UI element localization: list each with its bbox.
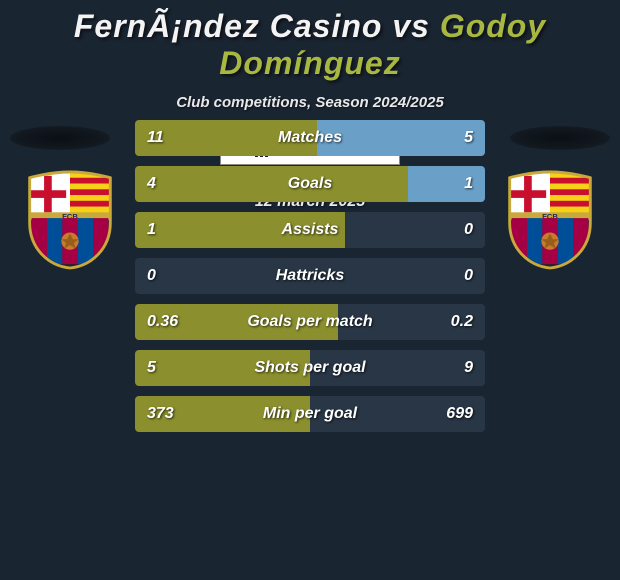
stat-label: Goals xyxy=(135,166,485,202)
title-player1: FernÃ¡ndez Casino xyxy=(74,8,383,44)
club-crest-left: FCB xyxy=(22,170,118,270)
stat-row: 41Goals xyxy=(135,166,485,202)
stat-label: Hattricks xyxy=(135,258,485,294)
stat-label: Matches xyxy=(135,120,485,156)
stat-label: Min per goal xyxy=(135,396,485,432)
subtitle: Club competitions, Season 2024/2025 xyxy=(0,94,620,111)
crest-shadow-left xyxy=(10,126,110,150)
stat-label: Assists xyxy=(135,212,485,248)
stat-row: 10Assists xyxy=(135,212,485,248)
stat-row: 59Shots per goal xyxy=(135,350,485,386)
stat-row: 373699Min per goal xyxy=(135,396,485,432)
stat-row: 0.360.2Goals per match xyxy=(135,304,485,340)
stat-label: Goals per match xyxy=(135,304,485,340)
stat-label: Shots per goal xyxy=(135,350,485,386)
stat-row: 00Hattricks xyxy=(135,258,485,294)
stat-row: 115Matches xyxy=(135,120,485,156)
page-title: FernÃ¡ndez Casino vs Godoy Domínguez xyxy=(0,0,620,82)
stats-bars: 115Matches 41Goals 10Assists 00Hattricks 0.3… xyxy=(135,120,485,442)
crest-shadow-right xyxy=(510,126,610,150)
title-vs: vs xyxy=(382,8,439,44)
club-crest-right: FCB xyxy=(502,170,598,270)
